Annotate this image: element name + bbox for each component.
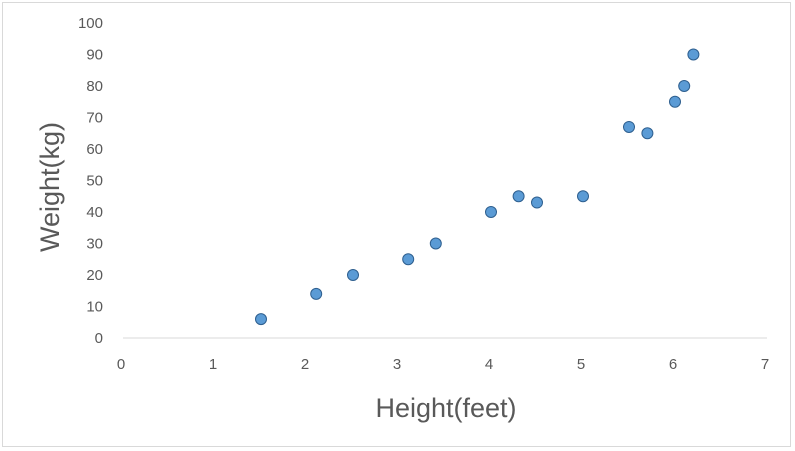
y-tick-label: 0 xyxy=(95,330,103,347)
data-point xyxy=(485,206,497,218)
data-point xyxy=(347,269,359,281)
y-tick-label: 90 xyxy=(86,47,103,64)
data-point xyxy=(623,120,635,133)
x-tick-label: 6 xyxy=(669,356,677,373)
data-point xyxy=(402,253,415,266)
y-axis-title: Weight(kg) xyxy=(35,122,65,252)
y-tick-label: 30 xyxy=(86,236,103,253)
data-point xyxy=(531,196,543,209)
x-axis-title: Height(feet) xyxy=(375,393,516,423)
data-point xyxy=(641,127,654,140)
y-tick-label: 40 xyxy=(86,204,103,221)
x-tick-label: 0 xyxy=(117,356,125,373)
data-point xyxy=(678,80,691,92)
x-tick-labels: 0 1 2 3 4 5 6 7 xyxy=(117,356,769,373)
x-tick-label: 7 xyxy=(761,356,769,373)
data-points xyxy=(255,48,700,326)
y-tick-label: 10 xyxy=(86,299,103,316)
data-point xyxy=(577,190,589,203)
data-point xyxy=(512,190,525,203)
x-tick-label: 4 xyxy=(485,356,493,373)
y-tick-label: 60 xyxy=(86,141,103,158)
data-point xyxy=(255,313,267,326)
x-tick-label: 5 xyxy=(577,356,585,373)
data-point xyxy=(687,48,700,61)
y-tick-label: 20 xyxy=(86,267,103,284)
y-tick-label: 70 xyxy=(86,110,103,127)
chart-frame xyxy=(2,2,791,447)
data-point xyxy=(429,237,442,250)
data-point xyxy=(310,287,323,300)
y-tick-label: 100 xyxy=(78,15,103,32)
y-tick-label: 80 xyxy=(86,78,103,95)
x-tick-label: 1 xyxy=(209,356,217,373)
y-tick-labels: 0 10 20 30 40 50 60 70 80 90 100 xyxy=(78,15,103,347)
x-tick-label: 3 xyxy=(393,356,401,373)
y-tick-label: 50 xyxy=(86,173,103,190)
x-tick-label: 2 xyxy=(301,356,309,373)
data-point xyxy=(669,95,681,108)
